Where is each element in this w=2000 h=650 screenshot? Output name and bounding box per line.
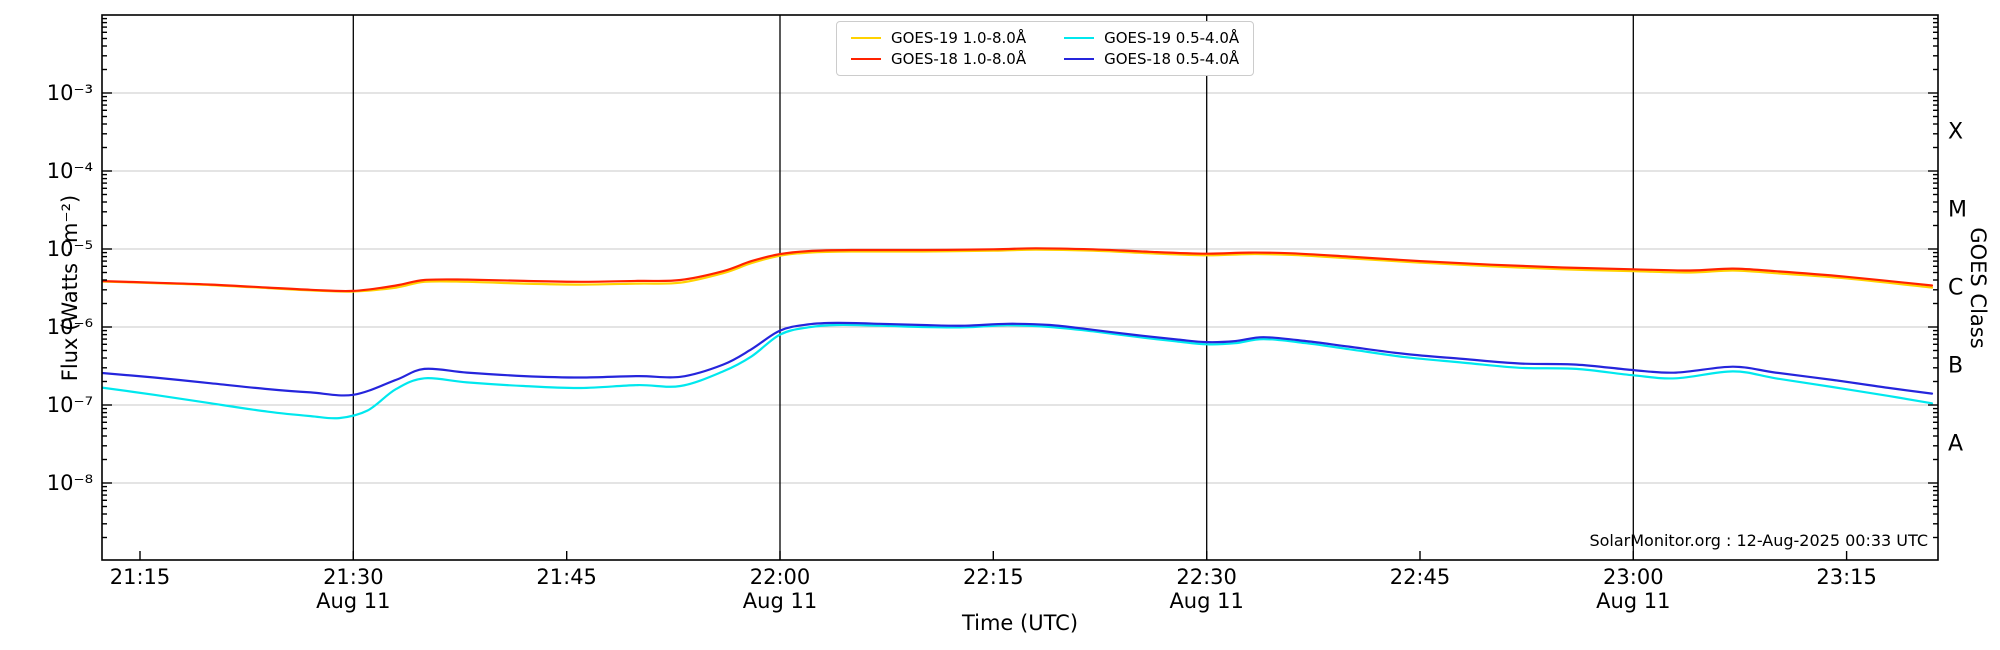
legend-label-goes18-long: GOES-18 1.0-8.0Å [891, 50, 1027, 68]
legend-swatch-goes18-long-icon [851, 58, 881, 60]
date-label: Aug 11 [1169, 589, 1244, 613]
source-timestamp: SolarMonitor.org : 12-Aug-2025 00:33 UTC [1589, 531, 1928, 550]
legend-swatch-goes19-long-icon [851, 37, 881, 39]
legend: GOES-19 1.0-8.0Å GOES-18 1.0-8.0Å GOES-1… [836, 21, 1255, 76]
x-tick-label: 22:00 [749, 565, 811, 589]
y-tick-label: 10⁻⁴ [46, 159, 93, 183]
y-tick-label: 10⁻³ [46, 81, 93, 105]
y-tick-label: 10⁻⁵ [46, 237, 93, 261]
date-label: Aug 11 [1596, 589, 1671, 613]
legend-label-goes19-short: GOES-19 0.5-4.0Å [1104, 29, 1240, 47]
x-tick-label: 22:15 [963, 565, 1024, 589]
right-axis-label: GOES Class [1966, 227, 1990, 349]
legend-swatch-goes19-short-icon [1064, 37, 1095, 39]
x-tick-label: 23:15 [1816, 565, 1877, 589]
legend-item-goes19-long: GOES-19 1.0-8.0Å [851, 29, 1026, 47]
goes-class-a: A [1948, 431, 1964, 457]
goes-class-b: B [1948, 353, 1964, 379]
goes-class-c: C [1948, 275, 1964, 301]
legend-item-goes18-long: GOES-18 1.0-8.0Å [851, 50, 1026, 68]
legend-label-goes18-short: GOES-18 0.5-4.0Å [1104, 50, 1240, 68]
x-axis-label: Time (UTC) [961, 611, 1079, 635]
series-0-line [102, 248, 1934, 293]
legend-item-goes19-short: GOES-19 0.5-4.0Å [1064, 29, 1239, 47]
y-axis-label: Flux (Watts · m⁻²) [58, 194, 82, 382]
x-tick-label: 21:45 [536, 565, 597, 589]
y-tick-label: 10⁻⁸ [46, 471, 93, 495]
legend-swatch-goes18-short-icon [1064, 58, 1095, 60]
series-1-line [102, 247, 1934, 293]
x-tick-label: 23:00 [1603, 565, 1664, 589]
x-tick-label: 22:30 [1176, 565, 1237, 589]
x-tick-label: 22:45 [1389, 565, 1451, 589]
axis-ticks [102, 17, 1938, 560]
x-tick-label: 21:15 [109, 565, 171, 589]
series-2-line [102, 323, 1934, 420]
goes-class-m: M [1948, 197, 1967, 223]
series-3-line [102, 321, 1934, 397]
goes-class-x: X [1948, 119, 1964, 145]
y-tick-label: 10⁻⁶ [46, 315, 93, 339]
legend-label-goes19-long: GOES-19 1.0-8.0Å [891, 29, 1027, 47]
axes-spine [101, 14, 1939, 561]
legend-item-goes18-short: GOES-18 0.5-4.0Å [1064, 50, 1239, 68]
date-label: Aug 11 [742, 589, 818, 613]
date-label: Aug 11 [316, 589, 391, 613]
y-tick-label: 10⁻⁷ [46, 393, 93, 417]
x-tick-label: 21:30 [323, 565, 384, 589]
